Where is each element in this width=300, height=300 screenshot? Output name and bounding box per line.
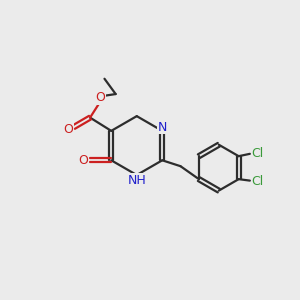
Text: Cl: Cl xyxy=(252,147,264,160)
Text: Cl: Cl xyxy=(252,175,264,188)
Text: O: O xyxy=(95,92,105,104)
Text: O: O xyxy=(63,123,73,136)
Text: O: O xyxy=(79,154,88,167)
Text: NH: NH xyxy=(128,173,147,187)
Text: N: N xyxy=(158,121,167,134)
